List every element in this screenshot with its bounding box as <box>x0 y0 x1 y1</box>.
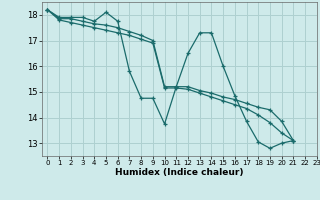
X-axis label: Humidex (Indice chaleur): Humidex (Indice chaleur) <box>115 168 244 177</box>
